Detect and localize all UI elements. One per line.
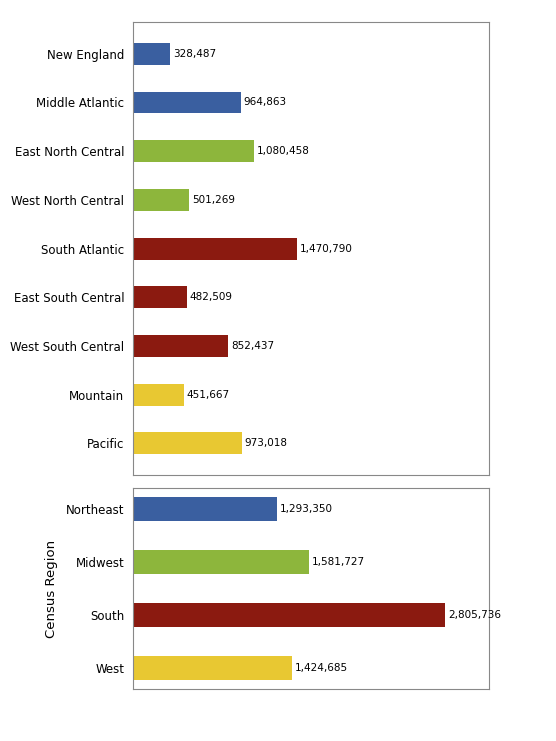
Bar — [133, 286, 187, 308]
Bar — [133, 497, 277, 521]
Text: 964,863: 964,863 — [244, 98, 287, 107]
Bar — [133, 238, 297, 259]
Y-axis label: Census Division: Census Division — [0, 196, 2, 301]
Text: 1,470,790: 1,470,790 — [300, 244, 353, 253]
Text: 852,437: 852,437 — [231, 341, 274, 351]
Text: 1,293,350: 1,293,350 — [280, 504, 333, 514]
Text: 451,667: 451,667 — [186, 390, 230, 399]
Bar — [133, 656, 292, 680]
Y-axis label: Census Region: Census Region — [44, 539, 58, 637]
Bar — [133, 603, 445, 627]
Text: 1,581,727: 1,581,727 — [312, 557, 365, 567]
Bar — [133, 91, 241, 113]
Text: 501,269: 501,269 — [192, 195, 235, 205]
Bar — [133, 189, 189, 210]
Text: 328,487: 328,487 — [173, 49, 216, 59]
Text: 973,018: 973,018 — [245, 439, 287, 448]
Bar — [133, 550, 309, 574]
Bar — [133, 140, 254, 162]
Bar — [133, 433, 242, 454]
Text: 1,080,458: 1,080,458 — [256, 146, 309, 156]
Text: 1,424,685: 1,424,685 — [295, 663, 348, 673]
Bar — [133, 43, 170, 64]
Bar — [133, 335, 228, 357]
Bar — [133, 384, 183, 405]
Text: 482,509: 482,509 — [190, 292, 233, 302]
Text: 2,805,736: 2,805,736 — [448, 610, 501, 620]
